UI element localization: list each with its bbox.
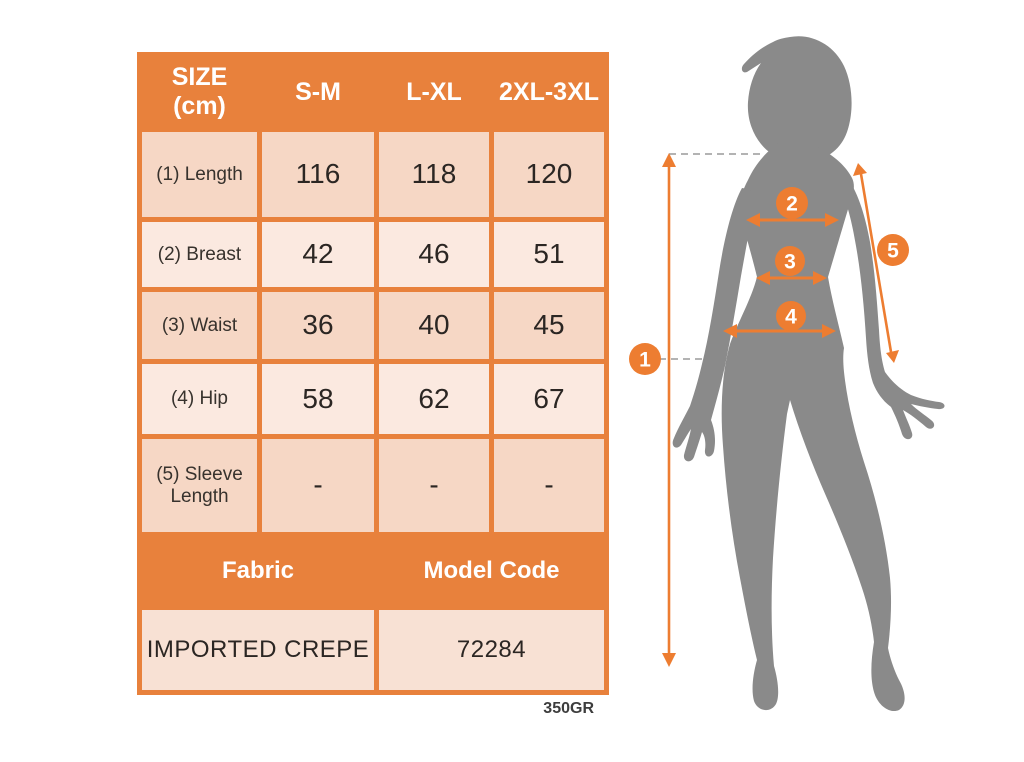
marker-1-label: 1 [639, 349, 651, 372]
row-label-breast: (2) Breast [142, 222, 257, 287]
size-table: SIZE (cm) S-M L-XL 2XL-3XL (1) Length 11… [137, 52, 609, 695]
marker-4-label: 4 [785, 306, 797, 329]
model-code-value: 72284 [379, 610, 604, 690]
marker-5: 5 [877, 234, 909, 266]
marker-3-label: 3 [784, 251, 796, 274]
silhouette-right-arm [838, 176, 945, 440]
weight-note: 350GR [543, 700, 594, 717]
fabric-value: IMPORTED CREPE [142, 610, 374, 690]
measurement-arrows [662, 153, 899, 667]
arrow-breast [746, 213, 839, 227]
row-label-length: (1) Length [142, 132, 257, 217]
marker-2-label: 2 [786, 193, 798, 216]
fabric-header: Fabric [142, 537, 374, 605]
marker-badges: 1 2 3 4 5 [629, 187, 909, 375]
size-header-cell: SIZE (cm) [142, 57, 257, 127]
row-label-waist: (3) Waist [142, 292, 257, 359]
value-hip-s-m: 58 [262, 364, 374, 434]
arrow-length [662, 153, 676, 667]
arrow-sleeve [853, 163, 899, 363]
row-label-sleeve-length: (5) Sleeve Length [142, 439, 257, 532]
value-sleeve-l-xl: - [379, 439, 489, 532]
value-breast-s-m: 42 [262, 222, 374, 287]
col-header-2xl-3xl: 2XL-3XL [494, 57, 604, 127]
woman-silhouette [672, 36, 945, 712]
value-breast-2xl-3xl: 51 [494, 222, 604, 287]
marker-4: 4 [776, 301, 806, 331]
value-waist-2xl-3xl: 45 [494, 292, 604, 359]
value-waist-l-xl: 40 [379, 292, 489, 359]
marker-2: 2 [776, 187, 808, 219]
row-label-hip: (4) Hip [142, 364, 257, 434]
value-hip-2xl-3xl: 67 [494, 364, 604, 434]
measurement-figure: 1 2 3 4 5 [629, 36, 945, 712]
value-length-l-xl: 118 [379, 132, 489, 217]
silhouette-left-arm [672, 188, 757, 462]
col-header-l-xl: L-XL [379, 57, 489, 127]
value-length-2xl-3xl: 120 [494, 132, 604, 217]
value-breast-l-xl: 46 [379, 222, 489, 287]
model-code-header: Model Code [379, 537, 604, 605]
value-sleeve-2xl-3xl: - [494, 439, 604, 532]
size-header-label: SIZE (cm) [171, 63, 228, 120]
value-waist-s-m: 36 [262, 292, 374, 359]
marker-3: 3 [775, 246, 805, 276]
value-length-s-m: 116 [262, 132, 374, 217]
value-hip-l-xl: 62 [379, 364, 489, 434]
marker-1: 1 [629, 343, 661, 375]
value-sleeve-s-m: - [262, 439, 374, 532]
col-header-s-m: S-M [262, 57, 374, 127]
arrow-waist [756, 271, 827, 285]
arrow-hip [723, 324, 836, 338]
marker-5-label: 5 [887, 240, 899, 263]
silhouette-head [741, 36, 852, 163]
